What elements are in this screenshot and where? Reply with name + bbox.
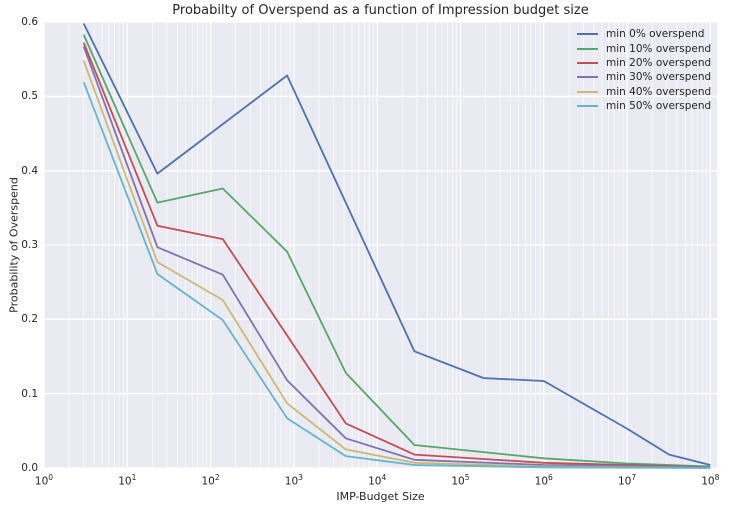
legend-label: min 0% overspend — [606, 28, 705, 41]
x-tick-label-10e8: 108 — [701, 473, 720, 488]
series-line-min-20-overspend — [82, 42, 711, 469]
y-tick-label-0.3: 0.3 — [21, 239, 38, 251]
series-line-min-10-overspend — [82, 34, 711, 468]
legend-item-min-40-overspend: min 40% overspend — [577, 85, 711, 99]
y-tick-label-0.2: 0.2 — [21, 313, 38, 326]
legend-line-swatch — [577, 90, 598, 93]
x-tick-label-10e6: 106 — [534, 473, 553, 488]
legend-label: min 50% overspend — [606, 100, 712, 113]
y-tick-label-0.0: 0.0 — [21, 462, 38, 474]
legend-label: min 40% overspend — [606, 85, 712, 98]
legend-item-min-0-overspend: min 0% overspend — [577, 27, 711, 41]
legend-item-min-10-overspend: min 10% overspend — [577, 41, 711, 55]
series-line-min-40-overspend — [82, 60, 711, 469]
legend-item-min-20-overspend: min 20% overspend — [577, 56, 711, 70]
series-line-min-50-overspend — [82, 81, 711, 469]
legend-line-swatch — [577, 33, 598, 36]
y-tick-label-0.5: 0.5 — [21, 90, 38, 103]
x-tick-label-10e5: 105 — [451, 473, 470, 488]
chart-title: Probabilty of Overspend as a function of… — [172, 3, 589, 18]
x-tick-label-10e2: 102 — [201, 473, 220, 488]
y-tick-label-0.4: 0.4 — [21, 164, 38, 177]
x-tick-label-10e7: 107 — [617, 473, 637, 488]
legend-item-min-50-overspend: min 50% overspend — [577, 99, 711, 113]
legend-label: min 20% overspend — [606, 56, 712, 69]
legend-label: min 10% overspend — [606, 42, 712, 55]
x-tick-label-10e0: 100 — [34, 473, 54, 488]
x-tick-label-10e1: 101 — [118, 473, 137, 488]
legend-item-min-30-overspend: min 30% overspend — [577, 70, 711, 84]
series-line-min-0-overspend — [82, 23, 711, 466]
series-line-min-30-overspend — [82, 46, 711, 469]
legend-line-swatch — [577, 105, 598, 108]
legend-line-swatch — [577, 61, 598, 64]
legend-line-swatch — [577, 76, 598, 79]
y-tick-label-0.6: 0.6 — [21, 16, 38, 28]
x-tick-label-10e4: 104 — [368, 473, 387, 488]
legend-line-swatch — [577, 47, 598, 50]
x-tick-label-10e3: 103 — [284, 473, 303, 488]
x-axis-label: IMP-Budget Size — [336, 490, 425, 503]
y-tick-label-0.1: 0.1 — [21, 387, 38, 400]
legend-label: min 30% overspend — [606, 71, 712, 84]
legend: min 0% overspend min 10% overspend min 20%… — [577, 27, 711, 113]
